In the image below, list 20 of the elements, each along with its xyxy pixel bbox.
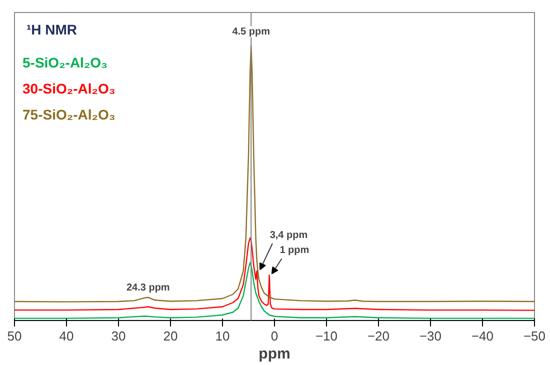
x-tick-label: −20 [367,328,390,344]
x-tick-label: 10 [215,328,230,344]
x-axis-title: ppm [258,346,290,362]
x-tick-label: 50 [7,328,22,344]
x-tick-label: −30 [419,328,442,344]
annotation: 3,4 ppm [270,230,308,241]
x-tick-label: −10 [315,328,338,344]
x-tick-label: 20 [163,328,178,344]
chart-title: ¹H NMR [26,22,78,38]
x-tick-label: 40 [59,328,74,344]
text: 30-SiO₂-Al₂O₃ [22,80,116,96]
annotation: 24.3 ppm [126,282,170,294]
annotation: 1 ppm [280,244,310,256]
x-tick-label: −50 [523,328,546,344]
x-tick-label: 30 [111,328,126,344]
x-tick-label: 0 [270,328,278,344]
text: 5-SiO₂-Al₂O₃ [22,54,108,70]
x-tick-label: −40 [471,328,494,344]
ref-line-label: 4.5 ppm [232,26,270,38]
text: 75-SiO₂-Al₂O₃ [22,106,116,122]
